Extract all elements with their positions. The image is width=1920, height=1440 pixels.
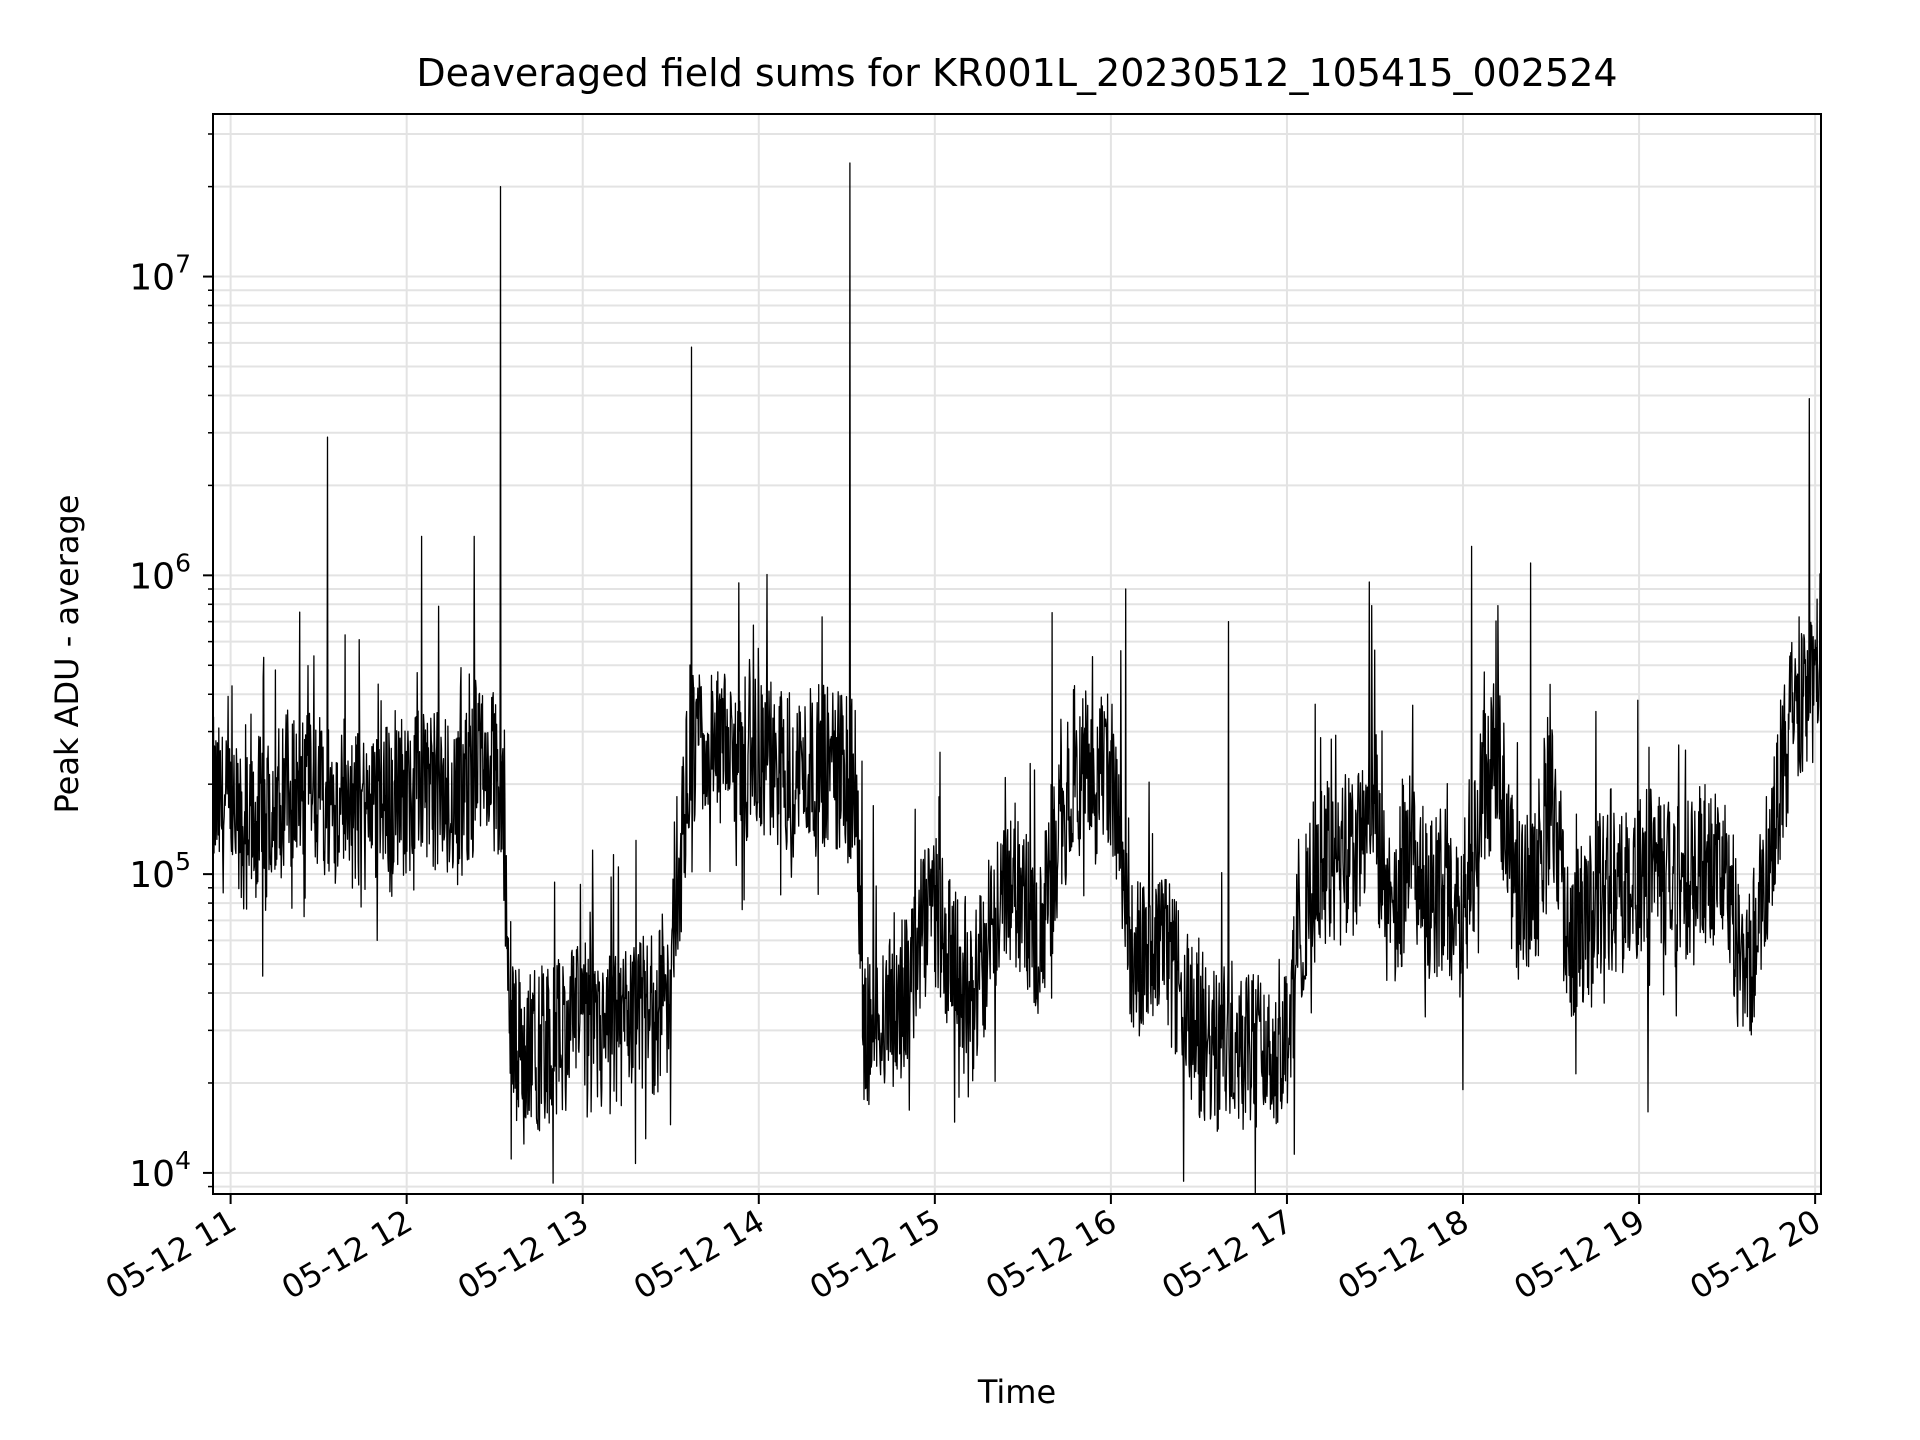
- y-axis-label: Peak ADU - average: [48, 495, 86, 814]
- plot-frame: [212, 113, 1822, 1195]
- y-tick-label: 107: [129, 250, 191, 299]
- y-tick-label: 106: [129, 548, 191, 597]
- y-axis: 104 105 106 107: [129, 133, 213, 1195]
- y-tick-label: 104: [129, 1146, 191, 1195]
- series-line-group: [212, 162, 1822, 1195]
- series-line: [212, 162, 1822, 1195]
- chart-title: Deaveraged field sums for KR001L_2023051…: [416, 51, 1617, 95]
- x-axis-label: Time: [977, 1373, 1056, 1411]
- y-tick-label: 105: [129, 847, 191, 896]
